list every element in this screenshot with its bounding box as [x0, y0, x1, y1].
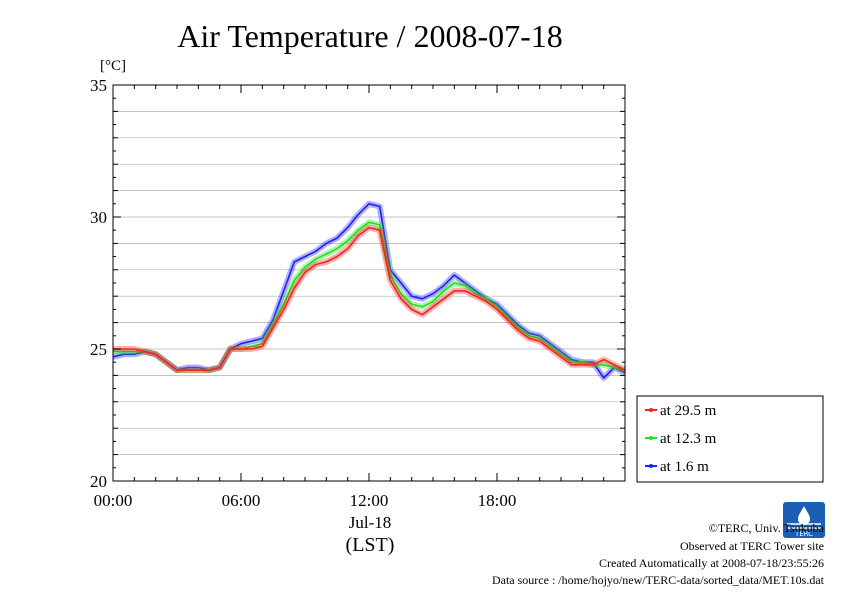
y-tick-label: 35: [90, 76, 107, 95]
x-date-label: Jul-18: [349, 513, 392, 532]
footer-source: Data source : /home/hojyo/new/TERC-data/…: [491, 573, 824, 587]
legend-marker: [649, 464, 653, 468]
legend-marker: [649, 436, 653, 440]
x-axis-label: (LST): [346, 534, 395, 556]
x-tick-label: 12:00: [350, 491, 389, 510]
logo-text: TERC: [794, 530, 813, 538]
series-line: [112, 203, 626, 379]
footer-created: Created Automatically at 2008-07-18/23:5…: [599, 556, 824, 570]
x-tick-label: 06:00: [222, 491, 261, 510]
series-line: [113, 226, 626, 371]
terc-logo: TERC: [783, 502, 825, 538]
x-tick-label: 00:00: [94, 491, 133, 510]
y-unit-label: [°C]: [100, 58, 126, 74]
legend-label: at 1.6 m: [660, 459, 709, 475]
y-tick-label: 25: [90, 340, 107, 359]
legend-box: [636, 395, 824, 483]
y-tick-label: 20: [90, 472, 107, 491]
footer-copyright: ©TERC, Univ. Tsukuba: [708, 521, 824, 535]
chart-title: Air Temperature / 2008-07-18: [177, 18, 563, 54]
footer-site: Observed at TERC Tower site: [679, 539, 824, 553]
y-tick-label: 30: [90, 208, 107, 227]
legend-label: at 12.3 m: [660, 431, 717, 447]
x-tick-label: 18:00: [478, 491, 517, 510]
legend-label: at 29.5 m: [660, 403, 717, 419]
plot-frame: [112, 84, 626, 482]
legend-marker: [649, 408, 653, 412]
legend: at 29.5 m at 12.3 m at 1.6 m: [636, 395, 824, 483]
